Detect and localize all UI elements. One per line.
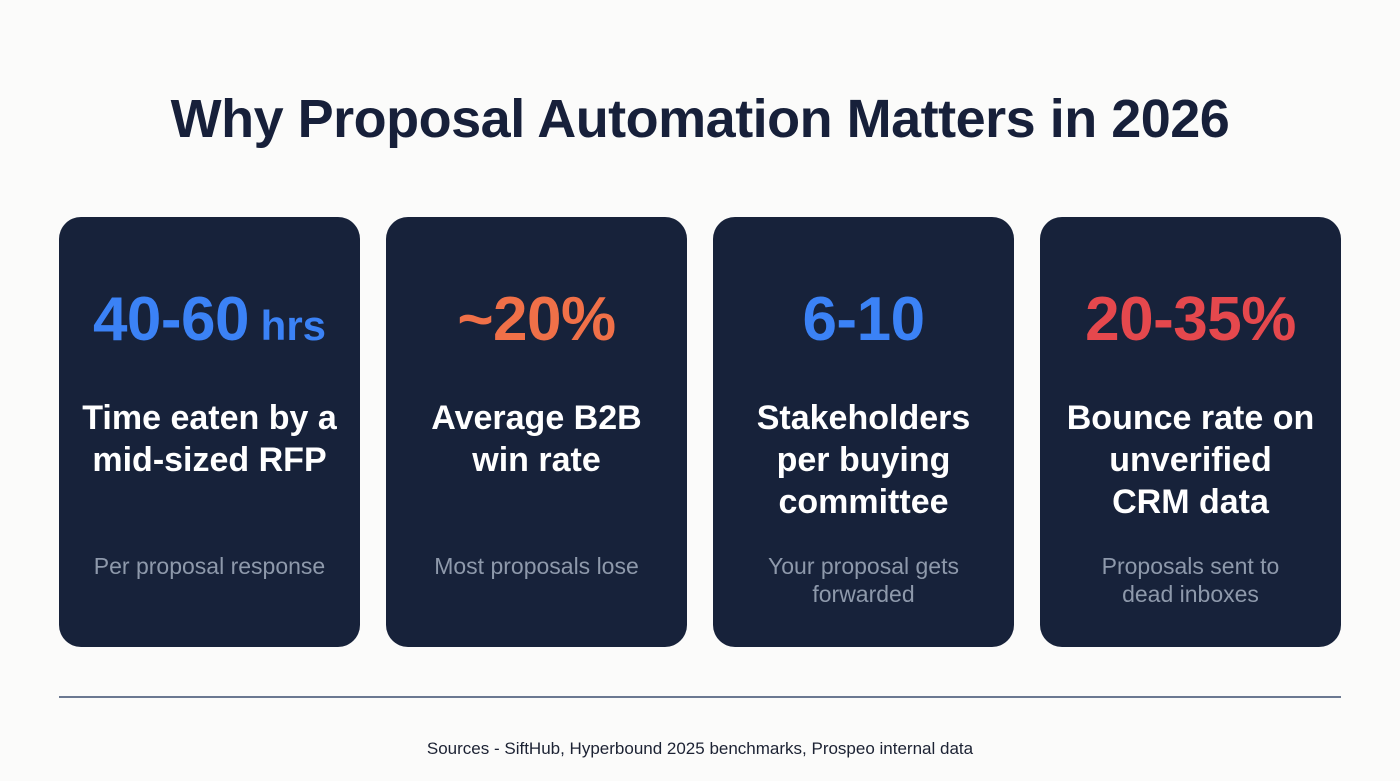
stat-subtext: Most proposals lose [434, 553, 639, 579]
stat-subtext: Your proposal gets forwarded [768, 553, 959, 607]
stat-cards: 40-60 hrs Time eaten by a mid-sized RFP … [59, 217, 1341, 647]
stat-number: ~20% [457, 285, 616, 354]
stat-card-bounce-rate: 20-35% Bounce rate on unverified CRM dat… [1040, 217, 1341, 647]
stat-label: Stakeholders per buying committee [756, 399, 971, 521]
stat-value: 20-35% [1040, 283, 1341, 357]
stat-label: Time eaten by a mid-sized RFP [82, 399, 337, 479]
stat-value: ~20% [386, 283, 687, 357]
footer-divider [59, 696, 1341, 698]
stat-number: 20-35% [1085, 285, 1296, 354]
stat-card-win-rate: ~20% Average B2B win rate Most proposals… [386, 217, 687, 647]
stat-card-rfp-time: 40-60 hrs Time eaten by a mid-sized RFP … [59, 217, 360, 647]
stat-label: Average B2B win rate [431, 399, 642, 479]
stat-value: 6-10 [713, 283, 1014, 357]
sources-note: Sources - SiftHub, Hyperbound 2025 bench… [426, 739, 974, 758]
stat-unit: hrs [249, 302, 327, 349]
stat-number: 40-60 [92, 285, 250, 354]
stat-subtext: Proposals sent to dead inboxes [1101, 553, 1280, 607]
page-title: Why Proposal Automation Matters in 2026 [170, 89, 1230, 149]
stat-number: 6-10 [802, 285, 925, 354]
stat-value: 40-60 hrs [59, 283, 360, 363]
stat-label: Bounce rate on unverified CRM data [1066, 399, 1315, 521]
stat-card-stakeholders: 6-10 Stakeholders per buying committee Y… [713, 217, 1014, 647]
stat-subtext: Per proposal response [93, 553, 326, 579]
